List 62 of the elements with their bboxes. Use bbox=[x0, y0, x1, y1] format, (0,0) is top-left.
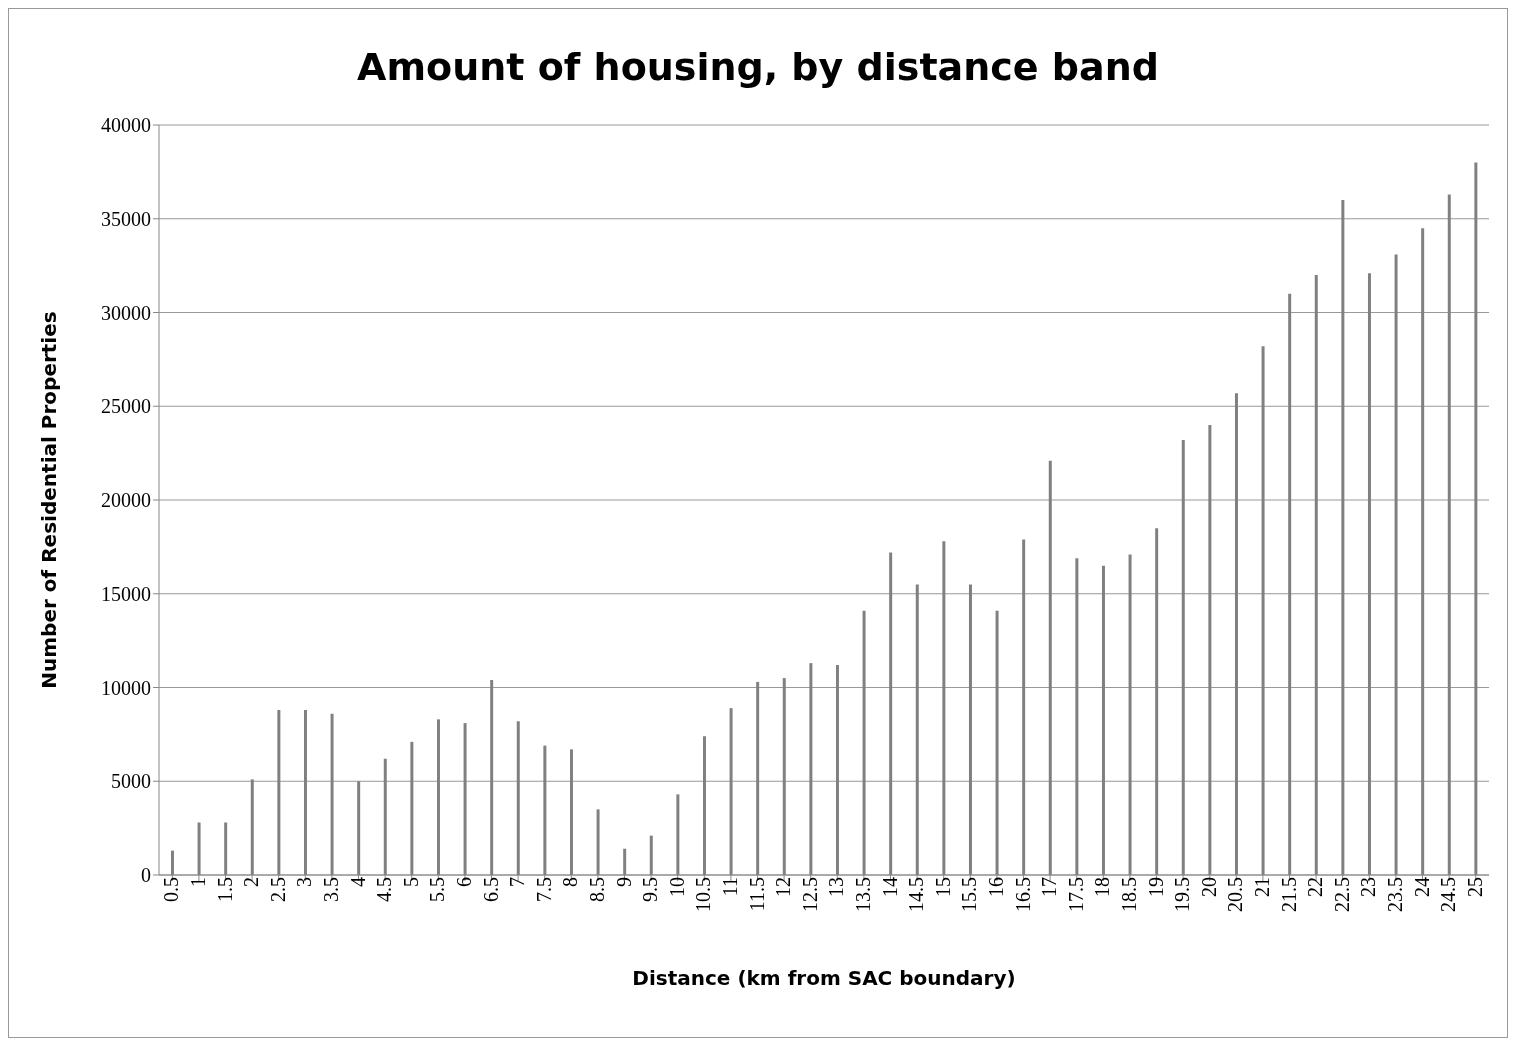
x-tick-label: 13.5 bbox=[852, 877, 875, 912]
x-tick-label: 19.5 bbox=[1171, 877, 1194, 912]
x-tick-label: 7 bbox=[506, 877, 529, 887]
x-tick-label: 20 bbox=[1197, 877, 1220, 897]
y-tick-label: 20000 bbox=[101, 489, 151, 512]
x-tick-label: 2.5 bbox=[266, 877, 289, 902]
x-tick-label: 22.5 bbox=[1330, 877, 1353, 912]
y-tick-label: 35000 bbox=[101, 207, 151, 230]
x-tick-label: 22 bbox=[1304, 877, 1327, 897]
x-tick-label: 0.5 bbox=[160, 877, 183, 902]
x-tick-label: 10.5 bbox=[692, 877, 715, 912]
x-tick-label: 9.5 bbox=[639, 877, 662, 902]
x-tick-label: 5 bbox=[399, 877, 422, 887]
x-tick-label: 1.5 bbox=[213, 877, 236, 902]
x-tick-label: 2 bbox=[240, 877, 263, 887]
x-tick-label: 24.5 bbox=[1437, 877, 1460, 912]
y-tick-label: 15000 bbox=[101, 582, 151, 605]
x-tick-label: 21.5 bbox=[1277, 877, 1300, 912]
x-tick-label: 18.5 bbox=[1118, 877, 1141, 912]
x-tick-label: 11.5 bbox=[745, 877, 768, 912]
x-tick-label: 3 bbox=[293, 877, 316, 887]
x-tick-label: 16.5 bbox=[1011, 877, 1034, 912]
x-tick-label: 16 bbox=[985, 877, 1008, 897]
x-tick-label: 21 bbox=[1251, 877, 1274, 897]
x-tick-label: 18 bbox=[1091, 877, 1114, 897]
x-tick-label: 19 bbox=[1144, 877, 1167, 897]
x-tick-label: 25 bbox=[1463, 877, 1486, 897]
y-tick-label: 30000 bbox=[101, 301, 151, 324]
x-tick-label: 1 bbox=[187, 877, 210, 887]
y-tick-label: 40000 bbox=[101, 114, 151, 137]
x-tick-label: 14.5 bbox=[905, 877, 928, 912]
x-tick-label: 10 bbox=[665, 877, 688, 897]
y-tick-label: 10000 bbox=[101, 676, 151, 699]
x-tick-label: 17.5 bbox=[1064, 877, 1087, 912]
x-tick-label: 12 bbox=[772, 877, 795, 897]
x-tick-label: 15 bbox=[931, 877, 954, 897]
chart-title: Amount of housing, by distance band bbox=[356, 44, 1160, 91]
x-tick-label: 9 bbox=[612, 877, 635, 887]
x-tick-label: 15.5 bbox=[958, 877, 981, 912]
y-tick-label: 25000 bbox=[101, 395, 151, 418]
x-tick-label: 8.5 bbox=[586, 877, 609, 902]
x-tick-label: 17 bbox=[1038, 877, 1061, 897]
y-axis-title: Number of Residential Properties bbox=[37, 311, 62, 689]
x-tick-label: 3.5 bbox=[320, 877, 343, 902]
x-tick-label: 4 bbox=[346, 877, 369, 887]
x-tick-label: 7.5 bbox=[532, 877, 555, 902]
x-tick-label: 23.5 bbox=[1384, 877, 1407, 912]
x-axis-title: Distance (km from SAC boundary) bbox=[632, 966, 1016, 990]
x-tick-label: 8 bbox=[559, 877, 582, 887]
x-tick-label: 20.5 bbox=[1224, 877, 1247, 912]
x-tick-label: 11 bbox=[719, 877, 742, 897]
x-tick-label: 12.5 bbox=[798, 877, 821, 912]
x-tick-label: 6 bbox=[453, 877, 476, 887]
x-tick-label: 23 bbox=[1357, 877, 1380, 897]
x-tick-label: 6.5 bbox=[479, 877, 502, 902]
x-tick-label: 5.5 bbox=[426, 877, 449, 902]
x-tick-label: 24 bbox=[1410, 877, 1433, 897]
y-tick-label: 5000 bbox=[111, 770, 151, 793]
x-tick-label: 4.5 bbox=[373, 877, 396, 902]
x-tick-label: 14 bbox=[878, 877, 901, 897]
y-tick-label: 0 bbox=[141, 864, 151, 887]
x-tick-label: 13 bbox=[825, 877, 848, 897]
